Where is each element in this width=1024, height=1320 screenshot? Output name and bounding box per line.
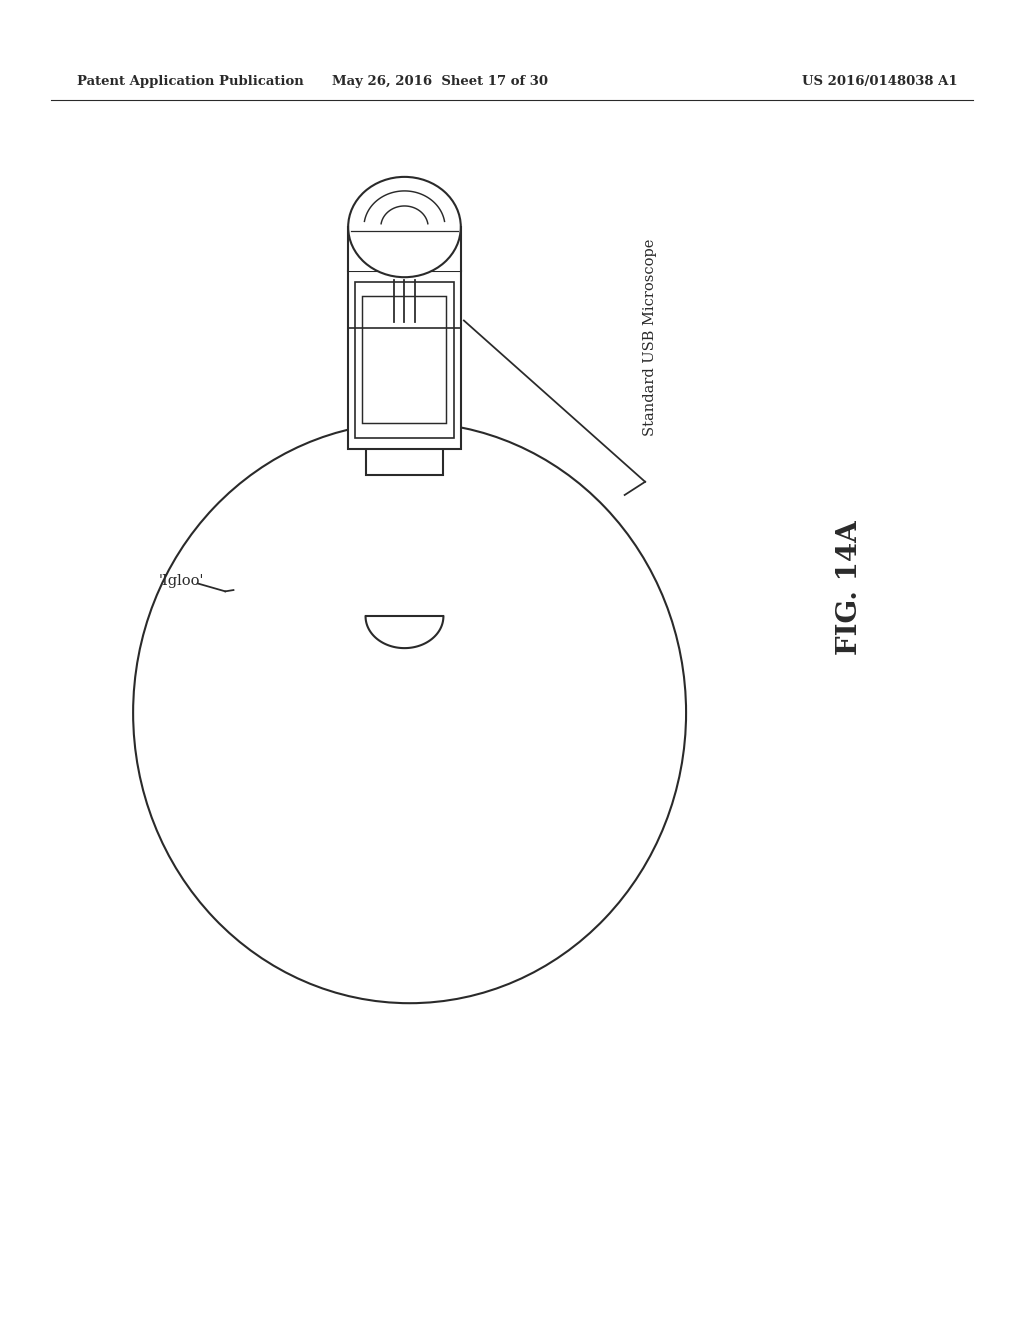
Text: FIG. 14A: FIG. 14A (837, 520, 863, 655)
Bar (348, 227, 461, 271)
Text: Patent Application Publication: Patent Application Publication (77, 75, 303, 88)
Bar (366, 442, 443, 475)
Bar (362, 297, 446, 422)
Text: Standard USB Microscope: Standard USB Microscope (643, 238, 657, 436)
Text: US 2016/0148038 A1: US 2016/0148038 A1 (802, 75, 957, 88)
Text: 'Igloo': 'Igloo' (159, 574, 204, 587)
Bar (348, 271, 461, 449)
Text: May 26, 2016  Sheet 17 of 30: May 26, 2016 Sheet 17 of 30 (333, 75, 548, 88)
Ellipse shape (348, 177, 461, 277)
Bar (355, 281, 454, 438)
